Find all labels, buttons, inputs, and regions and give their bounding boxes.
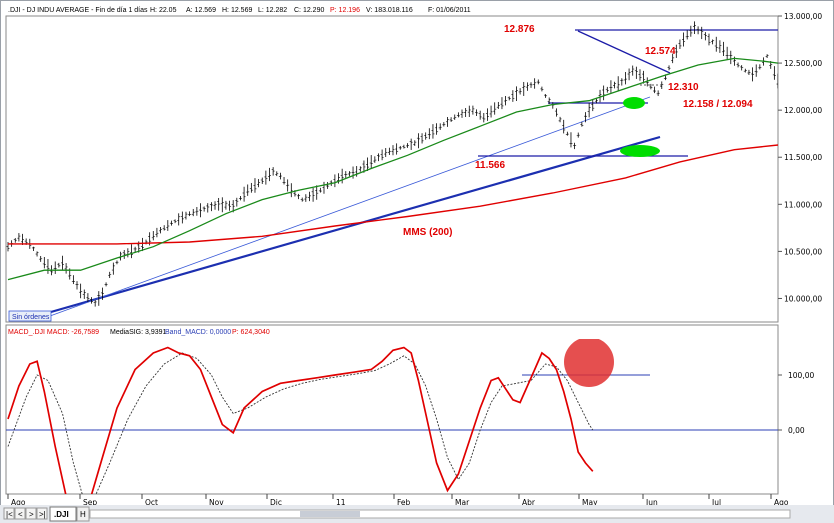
no-orders-badge[interactable]: Sin órdenes — [8, 310, 52, 322]
price-plot — [6, 21, 778, 320]
time-tick-label: Dic — [270, 498, 282, 507]
time-tick-label: Nov — [209, 498, 224, 507]
annotation-label: MMS (200) — [403, 227, 452, 238]
macd-tick-label: 0,00 — [788, 426, 805, 435]
macd-panel — [5, 324, 779, 495]
macd-axis: 100,00 0,00 — [778, 371, 814, 435]
price-tick-label: 11.500,00 — [784, 153, 822, 162]
time-tick-label: Mar — [455, 498, 470, 507]
mm-short-line — [7, 57, 778, 281]
price-tick-label: 10.000,00 — [784, 294, 822, 303]
price-panel — [5, 15, 779, 323]
annotation-layer: 12.876 12.574 12.310 12.158 / 12.094 11.566 M… — [403, 24, 753, 238]
symbol-label: .DJI - DJ INDU AVERAGE - Fin de día 1 dí… — [8, 7, 148, 14]
price-tick-label: 10.500,00 — [784, 247, 822, 256]
tab-next-label: H — [80, 510, 86, 519]
annotation-label: 12.158 / 12.094 — [683, 99, 753, 110]
close-label: C: 12.290 — [294, 7, 324, 14]
nav-first-button[interactable]: |< — [3, 507, 15, 520]
time-tick-label: Jul — [711, 498, 721, 507]
annotation-label: 12.310 — [668, 82, 699, 93]
p-value-label: P: 624,3040 — [232, 329, 270, 336]
macd-tick-label: 100,00 — [788, 371, 814, 380]
signal-value-label: MediaSIG: 3,9391 — [110, 329, 167, 336]
time-axis: Ago Sep Oct Nov Dic 11 Feb Mar Abr May Jun Jul Ago — [6, 493, 789, 507]
time-tick-label: Oct — [145, 498, 158, 507]
svg-text:>|: >| — [39, 510, 46, 519]
svg-text:>: > — [29, 510, 34, 519]
p-label: P: 12.196 — [330, 7, 360, 14]
time-tick-label: 11 — [336, 498, 346, 507]
date-label: F: 01/06/2011 — [428, 7, 471, 14]
h2-label: H: 12.569 — [222, 7, 252, 14]
no-orders-label: Sin órdenes — [12, 314, 50, 321]
nav-prev-button[interactable]: < — [14, 507, 26, 520]
nav-next-button[interactable]: > — [25, 507, 37, 520]
svg-text:|<: |< — [6, 510, 13, 519]
signal-line — [7, 352, 594, 494]
time-tick-label: Abr — [522, 498, 536, 507]
macd-highlight-circle — [564, 339, 614, 387]
annotation-label: 12.574 — [645, 46, 676, 57]
target-ellipse-lower — [620, 145, 660, 157]
price-tick-label: 12.500,00 — [784, 59, 822, 68]
time-tick-label: Feb — [397, 498, 411, 507]
time-tick-label: Ago — [11, 498, 26, 507]
bottom-tab-bar: |< < > >| .DJI H — [0, 505, 834, 523]
scrollbar-thumb[interactable] — [300, 511, 360, 517]
svg-text:<: < — [18, 510, 23, 519]
low-label: L: 12.282 — [258, 7, 287, 14]
time-tick-label: Sep — [83, 498, 97, 507]
horizontal-scrollbar[interactable] — [89, 509, 791, 519]
down-trend-line — [577, 30, 671, 74]
volume-label: V: 183.018.116 — [366, 7, 413, 14]
tab-next[interactable]: H — [76, 506, 90, 522]
band-value-label: Band_MACD: 0,0000 — [165, 329, 231, 336]
price-tick-label: 11.000,00 — [784, 200, 822, 209]
trendline-thin — [49, 96, 651, 317]
time-tick-label: Jun — [645, 498, 658, 507]
time-tick-label: May — [582, 498, 598, 507]
price-tick-label: 12.000,00 — [784, 106, 822, 115]
macd-line — [7, 346, 594, 494]
annotation-label: 11.566 — [475, 160, 505, 171]
mm200-line — [8, 144, 778, 245]
tab-dji[interactable]: .DJI — [49, 506, 77, 522]
nav-last-button[interactable]: >| — [36, 507, 48, 520]
macd-plot — [6, 339, 778, 494]
macd-header: MACD_.DJI MACD: -26,7589 MediaSIG: 3,939… — [8, 329, 270, 336]
tab-dji-label: .DJI — [54, 510, 69, 519]
trendline-thick — [29, 135, 661, 320]
high-label: H: 22.05 — [150, 7, 177, 14]
time-tick-label: Ago — [774, 498, 789, 507]
price-tick-label: 13.000,00 — [784, 12, 822, 21]
open-label: A: 12.569 — [186, 7, 216, 14]
price-header: .DJI - DJ INDU AVERAGE - Fin de día 1 dí… — [8, 7, 471, 14]
annotation-label: 12.876 — [504, 24, 535, 35]
target-ellipse-upper — [623, 97, 645, 109]
price-axis: 13.000,00 12.500,00 12.000,00 11.500,00 11.0… — [778, 12, 822, 303]
macd-value-label: MACD_.DJI MACD: -26,7589 — [8, 329, 99, 336]
